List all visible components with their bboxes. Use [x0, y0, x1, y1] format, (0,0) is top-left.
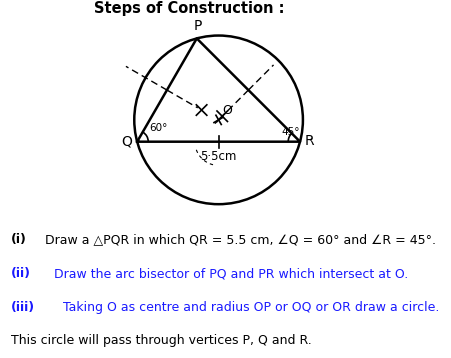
Text: (iii): (iii): [11, 301, 35, 314]
Text: Draw the arc bisector of PQ and PR which intersect at O.: Draw the arc bisector of PQ and PR which…: [50, 267, 407, 280]
Text: Q: Q: [121, 134, 132, 148]
Text: This circle will pass through vertices P, Q and R.: This circle will pass through vertices P…: [11, 334, 311, 347]
Text: 45°: 45°: [281, 127, 299, 137]
Text: O: O: [221, 105, 231, 117]
Text: P: P: [193, 19, 201, 33]
Text: (i): (i): [11, 233, 27, 246]
Text: Taking O as centre and radius OP or OQ or OR draw a circle.: Taking O as centre and radius OP or OQ o…: [59, 301, 438, 314]
Text: Draw a △PQR in which QR = 5.5 cm, ∠Q = 60° and ∠R = 45°.: Draw a △PQR in which QR = 5.5 cm, ∠Q = 6…: [41, 233, 435, 246]
Text: (ii): (ii): [11, 267, 31, 280]
Text: R: R: [304, 134, 313, 148]
Text: Steps of Construction :: Steps of Construction :: [94, 1, 284, 16]
Text: 5·5cm: 5·5cm: [200, 150, 236, 163]
Text: 60°: 60°: [149, 124, 168, 134]
